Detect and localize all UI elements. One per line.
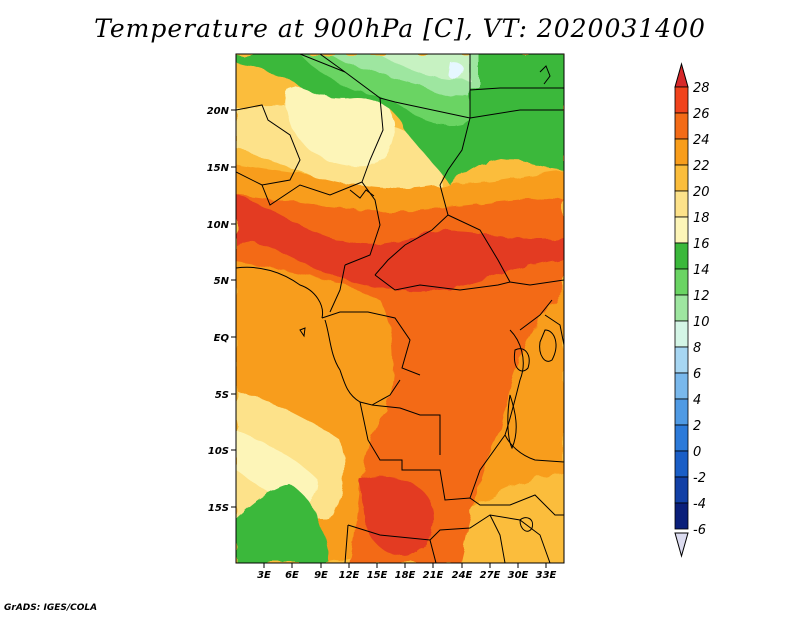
x-tick-label: 6E [285, 570, 299, 581]
x-tick-label: 18E [395, 570, 416, 581]
x-tick-label: 27E [480, 570, 501, 581]
colorbar-swatch [674, 398, 689, 426]
colorbar-label: 12 [693, 289, 710, 304]
y-tick: 10S [208, 446, 236, 457]
colorbar-label: -4 [693, 497, 706, 512]
y-tick-label: 15N [207, 163, 230, 174]
y-tick-label: 15S [208, 503, 229, 514]
colorbar-label: 4 [693, 393, 701, 408]
x-tick: 3E [257, 563, 271, 581]
y-tick: 10N [207, 220, 236, 231]
x-tick-label: 21E [423, 570, 444, 581]
temperature-field [236, 54, 564, 563]
colorbar-swatch [674, 112, 689, 140]
colorbar-label: 0 [693, 445, 701, 460]
x-tick-label: 24E [452, 570, 473, 581]
colorbar-swatch [674, 268, 689, 296]
colorbar-label: -6 [693, 523, 706, 538]
colorbar-swatch [674, 242, 689, 270]
colorbar-label: 22 [693, 159, 710, 174]
colorbar-swatch [674, 216, 689, 244]
x-tick: 30E [508, 563, 529, 581]
x-tick: 33E [536, 563, 557, 581]
colorbar-swatch [674, 320, 689, 348]
x-axis: 3E 6E 9E 12E 15E 18E 21E 24E 27E 30E 33E [257, 563, 557, 581]
colorbar-label: 2 [693, 419, 701, 434]
y-tick-label: EQ [214, 333, 230, 344]
x-tick: 9E [314, 563, 328, 581]
y-tick-label: 10S [208, 446, 229, 457]
colorbar-swatch [674, 502, 689, 530]
y-tick: EQ [214, 333, 236, 344]
y-tick-label: 20N [207, 106, 230, 117]
colorbar-label: 26 [693, 107, 710, 122]
x-tick: 21E [423, 563, 444, 581]
colorbar-top-arrow [674, 62, 689, 88]
colorbar-swatch [674, 138, 689, 166]
colorbar-swatch [674, 164, 689, 192]
y-tick: 15N [207, 163, 236, 174]
colorbar-swatch [674, 190, 689, 218]
colorbar-bottom-arrow [674, 532, 689, 558]
colorbar-swatch [674, 450, 689, 478]
colorbar-label: 24 [693, 133, 710, 148]
colorbar-swatch [674, 294, 689, 322]
colorbar-swatch [674, 372, 689, 400]
y-tick: 15S [208, 503, 236, 514]
map-title: Temperature at 900hPa [C], VT: 202003140… [94, 14, 706, 43]
colorbar-label: 20 [693, 185, 710, 200]
x-tick-label: 3E [257, 570, 271, 581]
x-tick: 18E [395, 563, 416, 581]
colorbar-label: 14 [693, 263, 710, 278]
colorbar-label: 28 [693, 81, 710, 96]
y-tick-label: 5N [214, 276, 230, 287]
colorbar-label: 6 [693, 367, 701, 382]
x-tick: 6E [285, 563, 299, 581]
colorbar-label: 16 [693, 237, 710, 252]
x-tick-label: 12E [339, 570, 360, 581]
x-tick-label: 33E [536, 570, 557, 581]
y-tick-label: 10N [207, 220, 230, 231]
colorbar-swatch [674, 476, 689, 504]
x-tick: 12E [339, 563, 360, 581]
map-frame [235, 53, 565, 564]
colorbar-label: 18 [693, 211, 710, 226]
y-tick-label: 5S [215, 390, 229, 401]
x-tick: 27E [480, 563, 501, 581]
x-tick: 15E [367, 563, 388, 581]
colorbar-swatch [674, 424, 689, 452]
y-tick: 20N [207, 106, 236, 117]
footer-credit: GrADS: IGES/COLA [4, 603, 98, 613]
colorbar-swatch [674, 86, 689, 114]
country-borders [236, 54, 564, 563]
x-tick-label: 9E [314, 570, 328, 581]
x-tick-label: 30E [508, 570, 529, 581]
colorbar-label: -2 [693, 471, 706, 486]
x-tick-label: 15E [367, 570, 388, 581]
colorbar-swatch [674, 346, 689, 374]
y-tick: 5S [215, 390, 236, 401]
colorbar-label: 10 [693, 315, 710, 330]
x-tick: 24E [452, 563, 473, 581]
y-axis: 20N 15N 10N 5N EQ 5S 10S 15S [207, 106, 236, 514]
y-tick: 5N [214, 276, 236, 287]
colorbar-label: 8 [693, 341, 701, 356]
